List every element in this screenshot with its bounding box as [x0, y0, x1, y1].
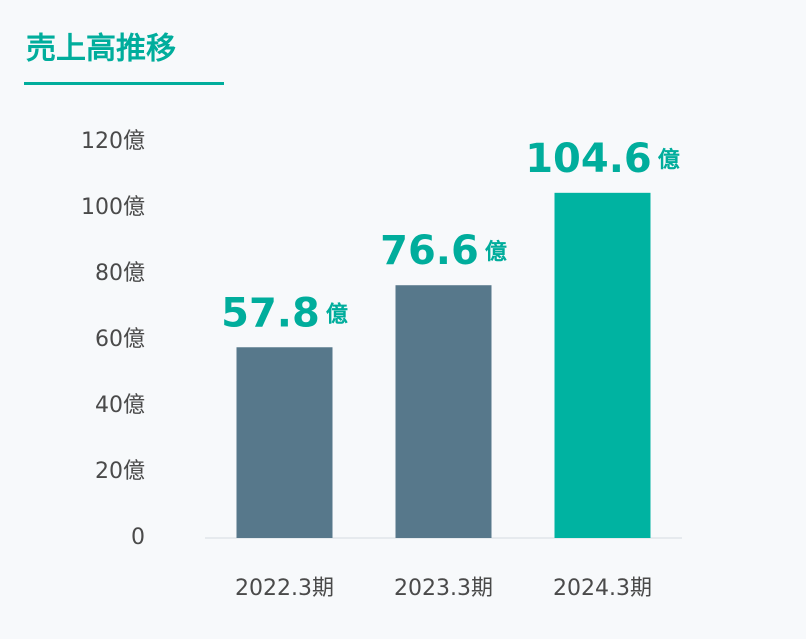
y-tick-label: 60億 — [95, 327, 145, 352]
value-number: 76.6 — [380, 228, 479, 274]
value-label: 104.6 億 — [525, 136, 680, 182]
bar — [395, 285, 492, 538]
x-tick-label: 2023.3期 — [394, 576, 493, 601]
y-tick-label: 100億 — [81, 195, 145, 220]
value-label: 57.8 億 — [221, 290, 348, 336]
y-tick-label: 20億 — [95, 459, 145, 484]
chart-title: 売上高推移 — [26, 32, 176, 67]
title-underline — [24, 82, 224, 85]
value-unit: 億 — [658, 147, 680, 173]
y-tick-label: 40億 — [95, 393, 145, 418]
value-number: 57.8 — [221, 290, 320, 336]
bar — [236, 347, 333, 538]
y-tick-label: 120億 — [81, 129, 145, 154]
y-tick-label: 80億 — [95, 261, 145, 286]
x-tick-label: 2022.3期 — [235, 576, 334, 601]
y-tick-label: 0 — [131, 525, 145, 550]
x-tick-label: 2024.3期 — [553, 576, 652, 601]
bar — [554, 192, 651, 538]
value-number: 104.6 — [525, 136, 652, 182]
value-unit: 億 — [485, 239, 507, 265]
value-label: 76.6 億 — [380, 228, 507, 274]
value-unit: 億 — [326, 301, 348, 327]
